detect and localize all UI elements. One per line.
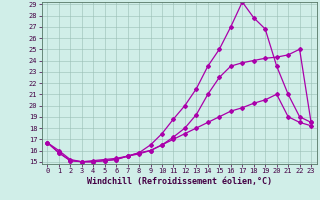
X-axis label: Windchill (Refroidissement éolien,°C): Windchill (Refroidissement éolien,°C): [87, 177, 272, 186]
